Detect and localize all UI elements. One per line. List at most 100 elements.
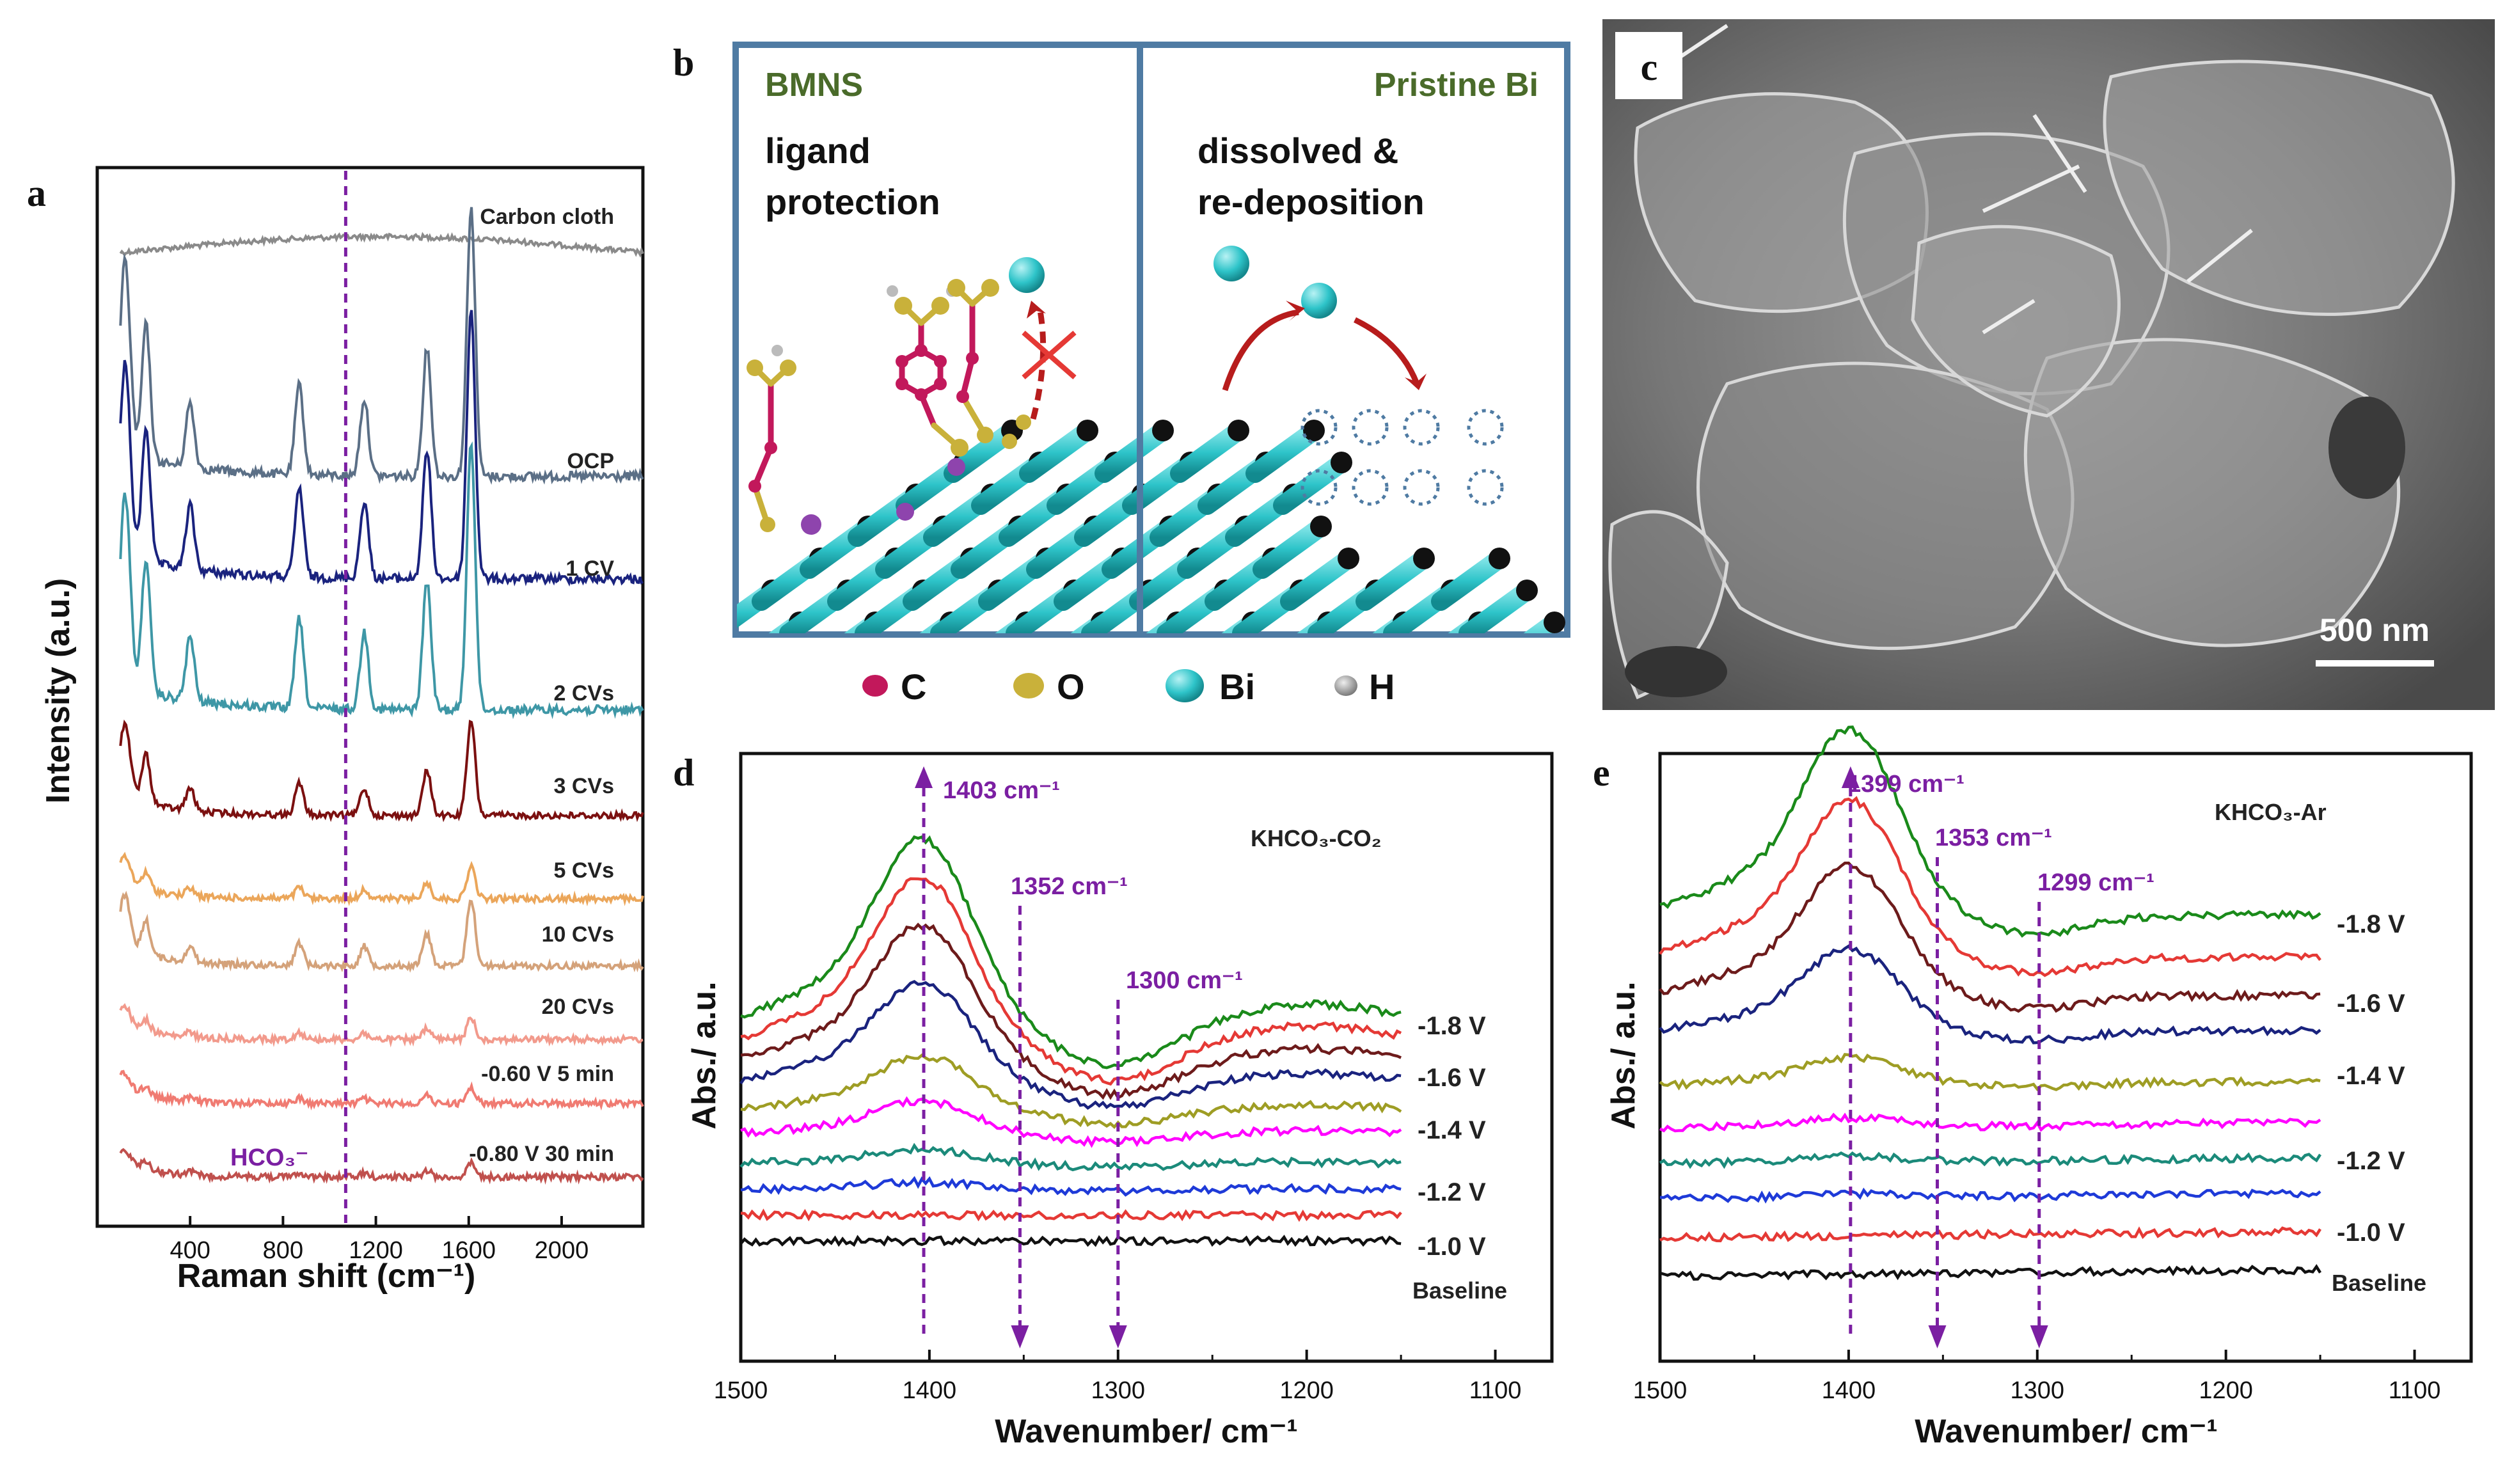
ir-trace bbox=[1659, 1226, 2321, 1243]
bi-atom bbox=[1228, 420, 1249, 441]
voltage-label: -1.6 V bbox=[1418, 1064, 1486, 1092]
ir-trace bbox=[1659, 944, 2321, 1045]
bi-atom bbox=[1077, 420, 1098, 441]
bi-legend-icon bbox=[1166, 669, 1204, 702]
ir-trace bbox=[1659, 1187, 2321, 1204]
ir-x-tick-label: 1500 bbox=[1633, 1377, 1688, 1404]
ir-co2-x-ticks: 1500 1400 1300 1200 1100 bbox=[714, 1350, 1522, 1404]
ligand-atom bbox=[956, 390, 969, 403]
vacancy-circle bbox=[1300, 469, 1338, 506]
ir-co2-plot-frame bbox=[739, 752, 1554, 1363]
raman-trace bbox=[119, 1070, 644, 1111]
raman-x-tick-label: 800 bbox=[263, 1237, 303, 1264]
ligand-atom bbox=[934, 355, 947, 368]
raman-panel: a 400 800 1200 1600 2000 HCO₃⁻ Carbon cloth O… bbox=[27, 166, 645, 1295]
arrow-head-icon bbox=[1286, 301, 1305, 321]
nanosheet-edge bbox=[1982, 299, 2036, 335]
ir-x-tick-label: 1100 bbox=[2389, 1377, 2441, 1404]
voltage-label: -1.2 V bbox=[2337, 1147, 2405, 1175]
bi-rod bbox=[665, 624, 723, 665]
ligand-atom bbox=[1002, 434, 1017, 449]
ir-x-tick-label: 1400 bbox=[1822, 1377, 1876, 1404]
vacancy-circle bbox=[1352, 469, 1389, 506]
ir-trace bbox=[740, 1176, 1402, 1197]
voltage-label: -1.0 V bbox=[1418, 1233, 1486, 1261]
voltage-label: -1.8 V bbox=[2337, 910, 2405, 938]
ligand-atom bbox=[896, 503, 914, 521]
carbon-legend-icon bbox=[862, 675, 888, 697]
vacancy-circle bbox=[1300, 409, 1338, 446]
voltage-label: -1.0 V bbox=[2337, 1219, 2405, 1247]
raman-trace-label: OCP bbox=[567, 449, 614, 473]
legend-carbon: C bbox=[901, 667, 926, 707]
bi-nanosheet-lattice bbox=[665, 420, 1565, 665]
ir-trace bbox=[1659, 1053, 2321, 1091]
ligand-atom bbox=[977, 427, 993, 443]
panel-letter-c: c bbox=[1641, 46, 1658, 88]
peak-annotation: 1353 cm⁻¹ bbox=[1935, 825, 2052, 851]
ir-x-tick-label: 1400 bbox=[903, 1377, 957, 1404]
peak-annotation: 1352 cm⁻¹ bbox=[1011, 873, 1128, 900]
sem-void bbox=[2328, 397, 2405, 499]
arrow-head-icon bbox=[1027, 301, 1046, 319]
bi-rod bbox=[1245, 422, 1322, 483]
ir-trace bbox=[740, 1053, 1402, 1129]
raman-trace-label: Carbon cloth bbox=[480, 205, 614, 229]
ir-trace bbox=[740, 1096, 1402, 1148]
ligand-atom bbox=[934, 377, 947, 390]
raman-trace-label: 1 CV bbox=[565, 556, 614, 581]
arrow-down-icon bbox=[1928, 1325, 1947, 1348]
raman-trace-label: -0.80 V 30 min bbox=[469, 1142, 614, 1166]
ir-co2-voltage-labels: -1.8 V -1.6 V -1.4 V -1.2 V -1.0 V Baseline bbox=[1412, 1012, 1507, 1304]
schematic-panel: b BMNS ligand protection Pristine Bi dis… bbox=[665, 42, 1570, 707]
panel-letter-e: e bbox=[1593, 752, 1610, 794]
raman-trace-label: 2 CVs bbox=[554, 681, 615, 706]
ligand-atom bbox=[894, 297, 912, 315]
arrow-up-icon bbox=[915, 766, 933, 788]
ir-x-tick-label: 1100 bbox=[1469, 1377, 1522, 1404]
scale-bar bbox=[2316, 660, 2434, 667]
raman-trace bbox=[119, 719, 644, 823]
ligand-atom bbox=[915, 388, 928, 401]
raman-x-tick-label: 1200 bbox=[349, 1237, 403, 1264]
ir-trace bbox=[1659, 862, 2321, 1013]
ligand-atom bbox=[747, 359, 763, 376]
ir-x-tick-label: 1200 bbox=[1279, 1377, 1334, 1404]
block-cross-icon bbox=[1022, 330, 1077, 380]
ligand-atom bbox=[947, 279, 965, 297]
bi-atom bbox=[1544, 612, 1565, 633]
hco3-label: HCO₃⁻ bbox=[230, 1144, 308, 1171]
raman-trace bbox=[119, 851, 644, 907]
vacancy-circle bbox=[1352, 409, 1389, 446]
ir-co2-panel: d 1500 1400 1300 1200 1100 1403 cm⁻¹ 1352 cm⁻… bbox=[673, 752, 1554, 1450]
bmns-title: BMNS bbox=[765, 67, 863, 104]
ligand-atom bbox=[915, 344, 928, 357]
ligand-atom bbox=[896, 377, 908, 390]
ir-ar-annotations: 1399 cm⁻¹ 1353 cm⁻¹ 1299 cm⁻¹ bbox=[1841, 766, 2154, 1348]
ligand-atom bbox=[966, 352, 979, 365]
ir-x-tick-label: 1200 bbox=[2199, 1377, 2253, 1404]
raman-trace-label: 3 CVs bbox=[554, 774, 615, 798]
ligand-atom bbox=[951, 439, 968, 457]
ir-ar-voltage-labels: -1.8 V -1.6 V -1.4 V -1.2 V -1.0 V Baseline bbox=[2332, 910, 2426, 1296]
ligand-atom bbox=[887, 285, 898, 297]
ir-trace bbox=[1659, 796, 2321, 977]
legend-bismuth: Bi bbox=[1219, 667, 1255, 707]
ligand-atom bbox=[801, 514, 821, 535]
oxygen-legend-icon bbox=[1013, 673, 1044, 699]
ligand-bond bbox=[960, 355, 976, 400]
raman-trace-label: 20 CVs bbox=[542, 995, 614, 1019]
panel-letter-a: a bbox=[27, 172, 46, 214]
raman-traces bbox=[119, 207, 644, 1185]
ir-trace bbox=[740, 922, 1402, 1100]
bi-rod bbox=[1459, 582, 1535, 633]
raman-trace bbox=[119, 441, 644, 720]
ir-x-tick-label: 1300 bbox=[1091, 1377, 1145, 1404]
peak-annotation: 1399 cm⁻¹ bbox=[1847, 771, 1965, 798]
ligand-atom bbox=[981, 279, 999, 297]
nanosheet-edge bbox=[1982, 164, 2080, 213]
raman-trace bbox=[119, 1003, 644, 1048]
arrow-down-icon bbox=[1109, 1325, 1127, 1348]
ir-x-tick-label: 1300 bbox=[2010, 1377, 2064, 1404]
ir-trace bbox=[739, 980, 1402, 1110]
